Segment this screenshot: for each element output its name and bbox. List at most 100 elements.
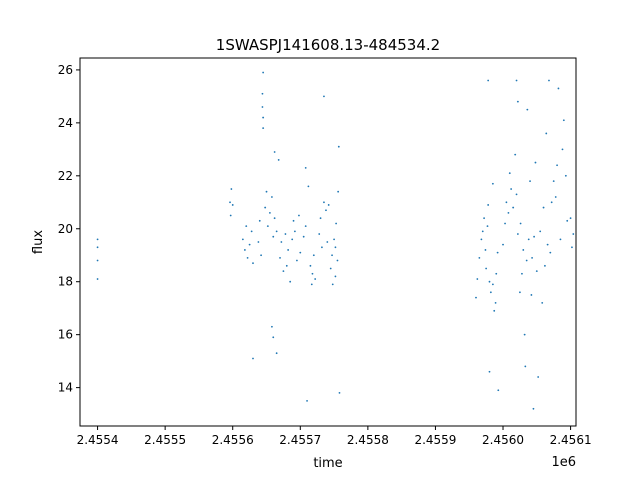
data-point: [556, 164, 558, 167]
x-tick-label: 2.4554: [77, 433, 119, 447]
data-point: [331, 254, 333, 257]
x-tick-label: 2.4558: [347, 433, 389, 447]
data-point: [312, 254, 315, 257]
data-point: [307, 185, 310, 188]
data-point: [229, 201, 231, 204]
data-point: [262, 71, 265, 74]
data-point: [271, 325, 273, 328]
data-point: [326, 241, 329, 243]
data-point: [261, 106, 264, 108]
data-point: [230, 188, 233, 190]
data-point: [268, 211, 271, 214]
x-axis-ticks: 2.4554 2.4555 2.4556 2.4557 2.4558 2.4559 2.45…: [77, 426, 592, 447]
data-point: [504, 222, 506, 225]
data-point: [284, 233, 287, 235]
data-point: [334, 246, 337, 249]
data-point: [512, 206, 515, 209]
data-point: [526, 108, 529, 111]
data-point: [96, 246, 99, 249]
data-point: [96, 238, 99, 241]
data-point: [559, 238, 562, 241]
data-point: [516, 100, 519, 103]
data-point: [489, 291, 492, 294]
data-point: [549, 251, 552, 254]
data-point: [478, 256, 481, 259]
x-tick-label: 2.4557: [279, 433, 321, 447]
data-point: [258, 219, 261, 222]
data-point: [557, 87, 560, 90]
data-point: [524, 365, 527, 368]
data-point: [502, 243, 504, 246]
x-tick-label: 2.4561: [550, 433, 592, 447]
data-point: [552, 180, 555, 183]
data-point: [571, 246, 573, 249]
data-point: [245, 225, 248, 228]
data-point: [508, 172, 511, 175]
y-tick-label: 20: [58, 222, 73, 236]
data-point: [310, 283, 313, 286]
data-point: [496, 251, 499, 254]
data-point: [493, 309, 496, 312]
data-point: [306, 399, 308, 402]
data-point: [273, 151, 276, 153]
data-point: [531, 256, 533, 259]
y-axis-label: flux: [31, 230, 46, 254]
data-point: [257, 241, 260, 243]
y-tick-label: 24: [58, 116, 73, 130]
data-point: [282, 270, 285, 273]
data-point: [272, 336, 275, 339]
data-point: [546, 243, 549, 246]
data-point: [529, 180, 531, 183]
data-point: [561, 148, 564, 151]
data-point: [96, 278, 99, 280]
y-tick-label: 14: [58, 381, 73, 395]
data-point: [550, 201, 553, 204]
data-point: [289, 280, 292, 283]
data-point: [279, 256, 281, 259]
data-point: [323, 95, 325, 98]
data-point: [333, 238, 335, 241]
data-point: [264, 206, 267, 209]
data-point: [327, 204, 330, 206]
data-point: [260, 254, 262, 257]
data-point: [262, 127, 265, 130]
data-point: [252, 357, 254, 360]
data-point: [299, 251, 302, 254]
data-point: [271, 196, 273, 198]
data-point: [487, 79, 490, 82]
x-axis-label: time: [313, 456, 342, 471]
data-point: [337, 145, 340, 148]
data-point: [309, 264, 312, 267]
data-point: [485, 267, 488, 270]
data-point: [523, 333, 526, 336]
data-point: [338, 392, 341, 394]
data-point: [266, 225, 269, 228]
data-point: [542, 206, 545, 209]
data-point: [277, 159, 280, 161]
data-point: [522, 249, 525, 251]
data-point: [488, 280, 491, 283]
data-point: [491, 182, 494, 185]
data-point: [515, 79, 518, 82]
data-point: [335, 222, 338, 225]
y-tick-label: 18: [58, 275, 73, 289]
data-point: [572, 233, 575, 235]
data-point: [486, 225, 489, 228]
data-point: [515, 193, 518, 196]
data-point: [296, 259, 298, 262]
data-point: [229, 214, 232, 217]
data-point: [525, 259, 528, 262]
data-point: [530, 294, 533, 296]
data-point: [250, 230, 253, 233]
data-point: [293, 230, 296, 233]
chart-title: 1SWASPJ141608.13-484534.2: [216, 36, 440, 54]
data-point: [280, 241, 283, 243]
y-axis-ticks: 14 16 18 20 22 24 26: [58, 63, 80, 395]
data-point: [481, 230, 484, 233]
x-tick-label: 2.4560: [482, 433, 524, 447]
data-point: [494, 301, 497, 304]
data-points: [96, 71, 575, 410]
data-point: [319, 217, 322, 220]
